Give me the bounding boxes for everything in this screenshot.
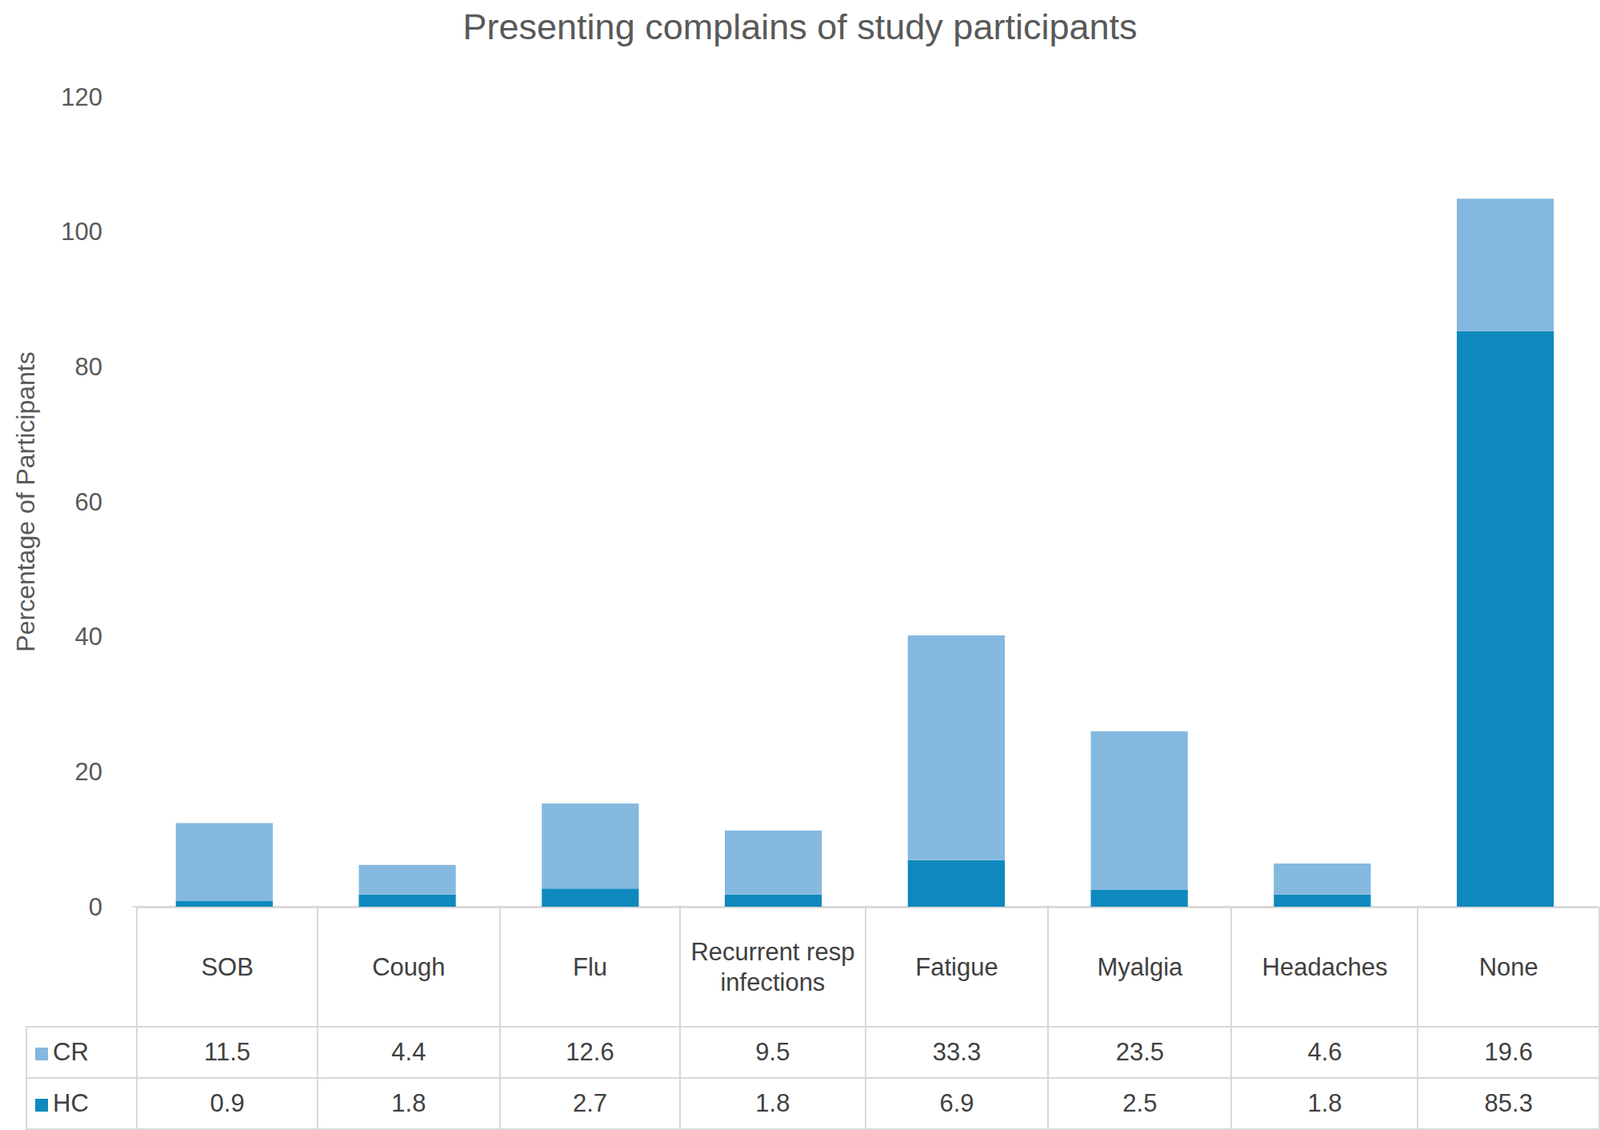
html-text:2.7: 2.7 <box>572 1089 608 1118</box>
html-text:Fatigue: Fatigue <box>915 952 999 981</box>
html-text:None: None <box>1478 952 1539 981</box>
html-text:12.6: 12.6 <box>565 1037 615 1066</box>
html-text:2.5: 2.5 <box>1122 1089 1158 1118</box>
html-text:4.4: 4.4 <box>391 1037 426 1066</box>
html-text:11.5: 11.5 <box>204 1037 251 1066</box>
html-text:Headaches: Headaches <box>1262 952 1388 981</box>
html-text:Flu: Flu <box>572 952 608 981</box>
html-text:Myalgia: Myalgia <box>1097 952 1183 981</box>
svg-text:40: 40 <box>75 622 103 651</box>
html-text:4.6: 4.6 <box>1307 1037 1342 1066</box>
svg-text:60: 60 <box>75 488 103 516</box>
svg-text:Percentage of Participants: Percentage of Participants <box>11 351 40 652</box>
html-text:1.8: 1.8 <box>1307 1089 1342 1118</box>
html-text:9.5: 9.5 <box>755 1037 790 1066</box>
html-text:23.5: 23.5 <box>1115 1037 1165 1066</box>
svg-text:120: 120 <box>60 83 103 112</box>
html-text:33.3: 33.3 <box>932 1037 981 1066</box>
html-text:Recurrent resp infections: Recurrent resp infections <box>690 937 855 996</box>
svg-text:80: 80 <box>75 352 103 381</box>
html-text:6.9: 6.9 <box>939 1089 974 1118</box>
svg-text:Presenting complains of study: Presenting complains of study participan… <box>463 6 1138 48</box>
svg-text:100: 100 <box>60 217 103 246</box>
html-text:0.9: 0.9 <box>210 1089 245 1118</box>
html-text:SOB: SOB <box>201 952 254 981</box>
html-text:1.8: 1.8 <box>391 1089 426 1118</box>
html-text:85.3: 85.3 <box>1484 1089 1533 1118</box>
html-text:1.8: 1.8 <box>755 1089 790 1118</box>
svg-text:20: 20 <box>75 757 103 786</box>
html-text:19.6: 19.6 <box>1484 1037 1533 1066</box>
html-text:CR: CR <box>52 1037 89 1066</box>
html-text:Cough: Cough <box>372 952 446 981</box>
svg-text:0: 0 <box>88 892 103 921</box>
html-text:HC: HC <box>52 1089 89 1118</box>
